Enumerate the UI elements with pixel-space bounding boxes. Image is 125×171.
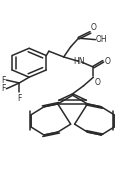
Text: O: O [104,57,110,66]
Text: F: F [17,94,21,103]
Text: HN: HN [73,57,84,66]
Text: OH: OH [96,35,108,44]
Text: O: O [91,23,97,32]
Text: F: F [1,76,5,85]
Text: O: O [95,78,100,87]
Text: F: F [1,84,5,93]
